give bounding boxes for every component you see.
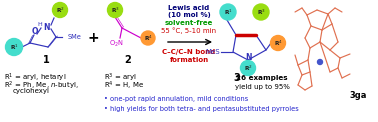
Text: (10 mol %): (10 mol %): [167, 12, 211, 18]
Circle shape: [318, 60, 322, 65]
Circle shape: [240, 61, 256, 76]
Text: O: O: [32, 27, 38, 36]
Text: 1: 1: [43, 55, 50, 65]
Text: 2: 2: [125, 55, 132, 65]
Text: R$^1$: R$^1$: [9, 42, 19, 52]
Text: R$^4$: R$^4$: [274, 38, 282, 48]
FancyArrowPatch shape: [168, 40, 211, 45]
Text: R$^1$ = aryl, hetaryl: R$^1$ = aryl, hetaryl: [4, 72, 67, 84]
Text: H: H: [38, 21, 42, 26]
Text: MeS: MeS: [205, 49, 220, 55]
Text: R$^2$: R$^2$: [56, 5, 64, 15]
Circle shape: [141, 31, 155, 45]
Circle shape: [253, 4, 269, 20]
Text: solvent-free: solvent-free: [165, 20, 213, 26]
Text: O: O: [223, 11, 229, 20]
Circle shape: [107, 2, 122, 17]
Text: R$^3$: R$^3$: [111, 5, 119, 15]
Text: R$^4$ = H, Me: R$^4$ = H, Me: [104, 80, 144, 92]
Text: Lewis acid: Lewis acid: [168, 5, 210, 11]
Text: +: +: [87, 31, 99, 45]
Text: 55 °C, 5-10 min: 55 °C, 5-10 min: [161, 28, 217, 34]
Text: O$_2$N: O$_2$N: [108, 39, 123, 49]
Text: 3: 3: [234, 73, 240, 83]
Text: N: N: [44, 22, 50, 31]
Text: yield up to 95%: yield up to 95%: [235, 84, 290, 90]
Text: • one-pot rapid annulation, mild conditions: • one-pot rapid annulation, mild conditi…: [104, 96, 248, 102]
Circle shape: [6, 39, 23, 56]
Text: R$^1$: R$^1$: [224, 7, 232, 17]
Text: cyclohexyl: cyclohexyl: [13, 88, 50, 94]
Text: 3ga: 3ga: [349, 91, 367, 100]
Circle shape: [220, 4, 236, 20]
Text: C–C/C–N bond: C–C/C–N bond: [163, 49, 215, 55]
Circle shape: [53, 2, 68, 17]
Text: R$^2$ = Ph, Me, $n$-butyl,: R$^2$ = Ph, Me, $n$-butyl,: [4, 80, 79, 92]
Text: formation: formation: [169, 57, 209, 63]
Circle shape: [271, 36, 285, 51]
Text: R$^4$: R$^4$: [144, 33, 152, 43]
Text: N: N: [245, 54, 251, 62]
Text: 26 examples: 26 examples: [236, 75, 288, 81]
Text: SMe: SMe: [68, 34, 82, 40]
Text: R$^3$ = aryl: R$^3$ = aryl: [104, 72, 137, 84]
Text: • high yields for both tetra- and pentasubstituted pyrroles: • high yields for both tetra- and pentas…: [104, 106, 299, 112]
Text: R$^2$: R$^2$: [243, 63, 253, 73]
Text: R$^3$: R$^3$: [257, 7, 265, 17]
